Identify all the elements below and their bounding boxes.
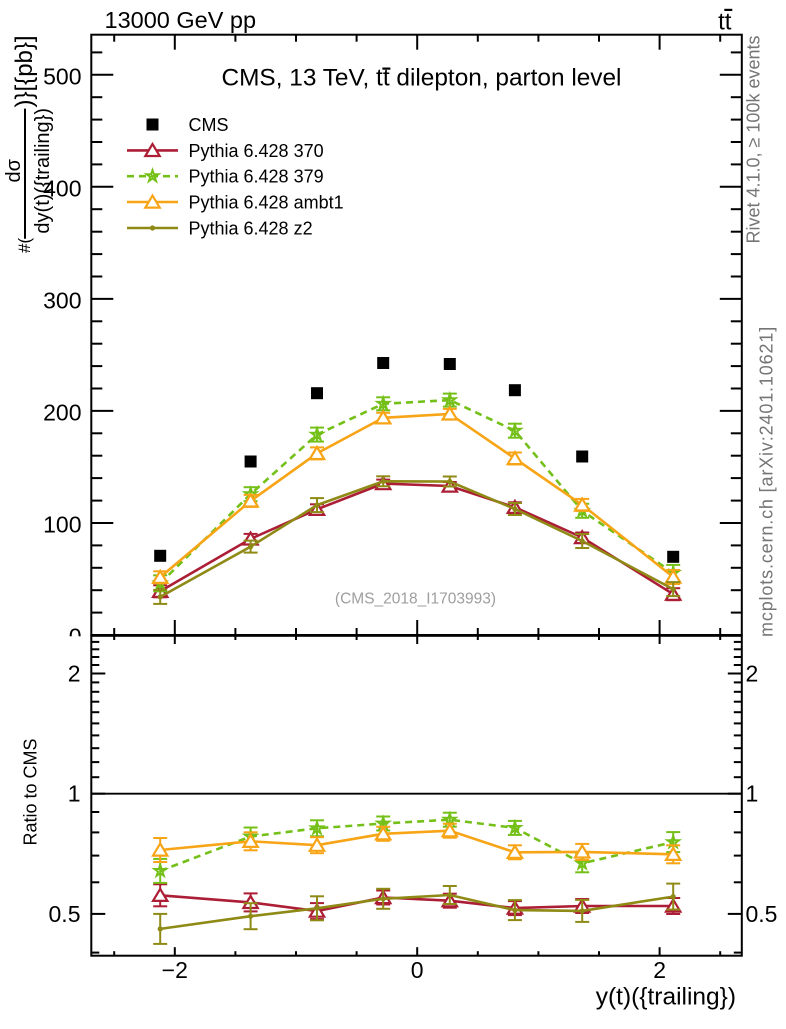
svg-text:1: 1	[68, 781, 81, 807]
svg-text:CMS, 13 TeV, tt dilepton, part: CMS, 13 TeV, tt dilepton, parton level	[222, 65, 622, 92]
svg-text:500: 500	[43, 63, 81, 89]
svg-text:100: 100	[43, 512, 81, 538]
svg-text:)}[{pb}]: )}[{pb}]	[11, 35, 38, 107]
svg-text:2: 2	[68, 661, 81, 687]
svg-text:400: 400	[43, 175, 81, 201]
svg-text:(CMS_2018_I1703993): (CMS_2018_I1703993)	[335, 591, 496, 608]
svg-text:Pythia 6.428 370: Pythia 6.428 370	[189, 141, 324, 161]
svg-text:13000 GeV pp: 13000 GeV pp	[105, 7, 257, 33]
svg-text:0.5: 0.5	[746, 901, 778, 927]
svg-text:0: 0	[411, 957, 424, 983]
svg-text:y(t)({trailing}): y(t)({trailing})	[596, 983, 736, 1010]
svg-text:#(: #(	[15, 238, 34, 253]
svg-text:−2: −2	[162, 957, 188, 983]
svg-text:Pythia 6.428 379: Pythia 6.428 379	[189, 167, 324, 187]
svg-text:0.5: 0.5	[49, 901, 81, 927]
svg-text:Pythia 6.428 z2: Pythia 6.428 z2	[189, 219, 313, 239]
svg-text:1: 1	[746, 781, 759, 807]
svg-text:dy(t)({trailing}): dy(t)({trailing})	[32, 108, 54, 234]
svg-text:mcplots.cern.ch [arXiv:2401.10: mcplots.cern.ch [arXiv:2401.10621]	[757, 326, 777, 637]
svg-text:tt: tt	[718, 9, 732, 36]
svg-text:Rivet 4.1.0, ≥ 100k events: Rivet 4.1.0, ≥ 100k events	[744, 36, 764, 244]
svg-text:2: 2	[746, 661, 759, 687]
svg-text:2: 2	[653, 957, 666, 983]
svg-text:Ratio to CMS: Ratio to CMS	[21, 738, 41, 845]
svg-text:CMS: CMS	[189, 115, 229, 135]
svg-text:200: 200	[43, 399, 81, 425]
svg-text:dσ: dσ	[3, 158, 25, 182]
svg-text:300: 300	[43, 287, 81, 313]
svg-text:Pythia 6.428 ambt1: Pythia 6.428 ambt1	[189, 193, 344, 213]
